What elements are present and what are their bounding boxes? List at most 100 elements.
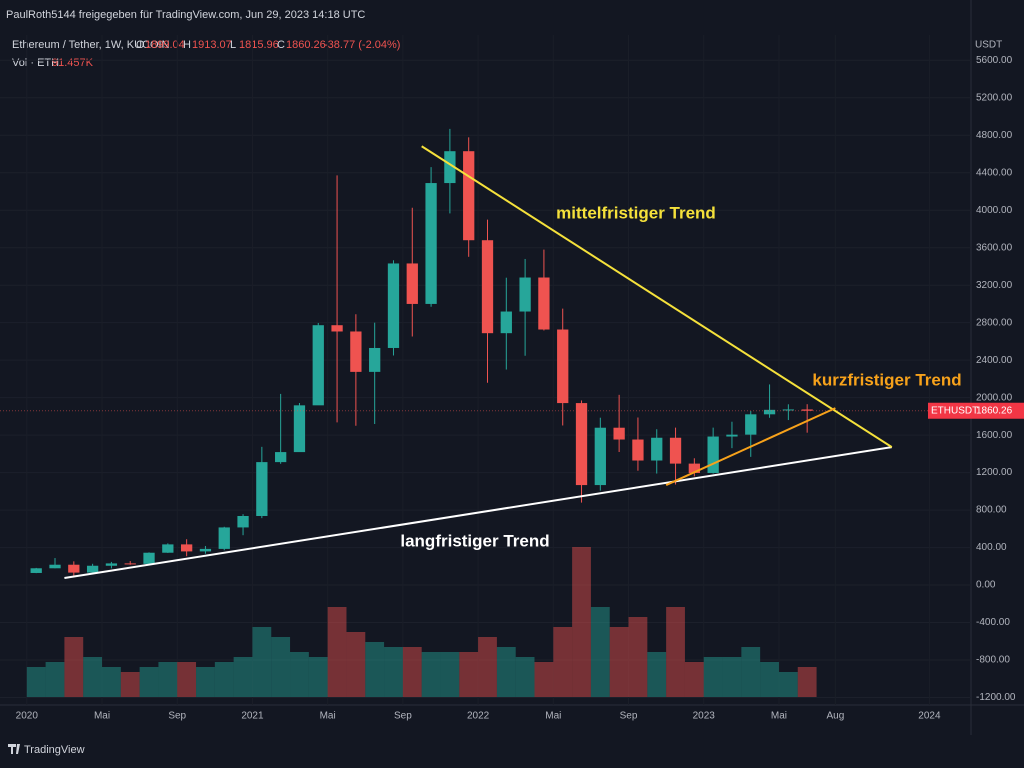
y-tick-label: 1200.00	[976, 467, 1013, 478]
symbol: Ethereum / Tether, 1W, KUCOIN	[12, 39, 170, 51]
candle-body	[275, 452, 287, 463]
y-tick-label: -800.00	[976, 655, 1010, 666]
volume-bar	[609, 627, 629, 697]
trend-label: kurzfristiger Trend	[812, 370, 961, 389]
candle-body	[538, 277, 550, 330]
candle-body	[49, 564, 61, 569]
candle-body	[782, 409, 795, 411]
share-note: PaulRoth5144 freigegeben für TradingView…	[6, 9, 365, 21]
candle-body	[575, 403, 588, 486]
volume-bar	[327, 607, 347, 697]
volume-bar	[102, 667, 121, 697]
candle-body	[180, 544, 193, 552]
candle-body	[613, 427, 625, 440]
candle-body	[745, 414, 757, 435]
x-tick-label: Mai	[771, 711, 787, 722]
ohlc-label: H	[183, 39, 191, 51]
volume-bar	[590, 607, 610, 697]
ohlc-label: L	[230, 39, 236, 51]
volume-bar	[26, 667, 46, 697]
candle-body	[256, 462, 268, 516]
x-tick-label: 2022	[467, 711, 490, 722]
volume-bar	[271, 637, 291, 697]
volume-bar	[233, 657, 253, 697]
trendline	[421, 145, 893, 448]
y-tick-label: 2800.00	[976, 317, 1013, 328]
candle-body	[387, 263, 400, 348]
y-tick-label: -1200.00	[976, 692, 1016, 703]
candle-body	[481, 240, 494, 334]
candle-body	[707, 436, 719, 473]
y-tick-label: 1600.00	[976, 430, 1013, 441]
x-tick-label: 2020	[16, 711, 39, 722]
volume-bar	[83, 657, 103, 697]
volume-bar	[177, 662, 197, 697]
x-tick-label: Sep	[394, 711, 412, 722]
trend-label: langfristiger Trend	[400, 531, 549, 550]
y-tick-label: 800.00	[976, 505, 1007, 516]
candle-body	[331, 325, 343, 332]
volume-bar	[459, 652, 479, 697]
candle-body	[293, 405, 306, 453]
candle-body	[726, 434, 738, 437]
candle-body	[557, 329, 569, 404]
candle-body	[500, 311, 512, 334]
candle-body	[463, 151, 475, 241]
x-tick-label: Mai	[320, 711, 336, 722]
candle-body	[68, 564, 80, 573]
ohlc-label: O	[136, 39, 145, 51]
ohlc-value: 1899.04	[145, 39, 185, 51]
y-tick-label: 4000.00	[976, 205, 1013, 216]
x-tick-label: 2023	[693, 711, 716, 722]
candle-body	[124, 563, 136, 565]
volume-bar	[290, 652, 309, 697]
volume-bar	[402, 647, 422, 697]
volume-bar	[158, 662, 178, 697]
candle-body	[312, 325, 324, 406]
volume-bar	[741, 647, 761, 697]
volume-bar	[252, 627, 272, 697]
candle-body	[425, 183, 437, 304]
candle-body	[519, 277, 531, 312]
x-tick-label: Sep	[620, 711, 638, 722]
y-tick-label: 2400.00	[976, 355, 1013, 366]
volume-bar	[421, 652, 441, 697]
volume-bar	[534, 662, 554, 697]
x-tick-label: Mai	[545, 711, 561, 722]
change: -38.77 (-2.04%)	[324, 39, 400, 51]
ohlc-value: 1860.26	[286, 39, 326, 51]
ohlc-value: 1815.96	[239, 39, 279, 51]
brand[interactable]: TradingView	[24, 744, 85, 756]
candle-body	[237, 515, 249, 528]
footer-bar	[0, 735, 1024, 768]
volume-bar	[308, 657, 328, 697]
volume-bar	[365, 642, 385, 697]
volume-bar	[553, 627, 573, 697]
volume-bar	[139, 667, 159, 697]
volume-bar	[515, 657, 535, 697]
x-tick-label: 2024	[918, 711, 941, 722]
price-tag-value: 1860.26	[976, 405, 1013, 416]
candle-body	[199, 548, 212, 552]
volume-bar	[384, 647, 403, 697]
currency: USDT	[975, 40, 1002, 51]
vol-value: 91.457K	[52, 57, 94, 69]
candle-body	[218, 527, 230, 549]
y-tick-label: 4800.00	[976, 130, 1013, 141]
volume-bar	[684, 662, 704, 697]
ohlc-label: C	[277, 39, 285, 51]
volume-bar	[647, 652, 667, 697]
y-tick-label: 2000.00	[976, 392, 1013, 403]
candle-body	[105, 563, 118, 566]
volume-bar	[778, 672, 798, 697]
candle-body	[688, 463, 700, 473]
volume-bar	[64, 637, 84, 697]
candle-body	[350, 331, 362, 372]
volume-bar	[120, 672, 140, 697]
y-tick-label: 4400.00	[976, 167, 1013, 178]
candle-body	[801, 409, 813, 411]
y-tick-label: 5600.00	[976, 55, 1013, 66]
candle-body	[369, 347, 381, 372]
y-tick-label: 3200.00	[976, 280, 1013, 291]
x-tick-label: Sep	[168, 711, 186, 722]
